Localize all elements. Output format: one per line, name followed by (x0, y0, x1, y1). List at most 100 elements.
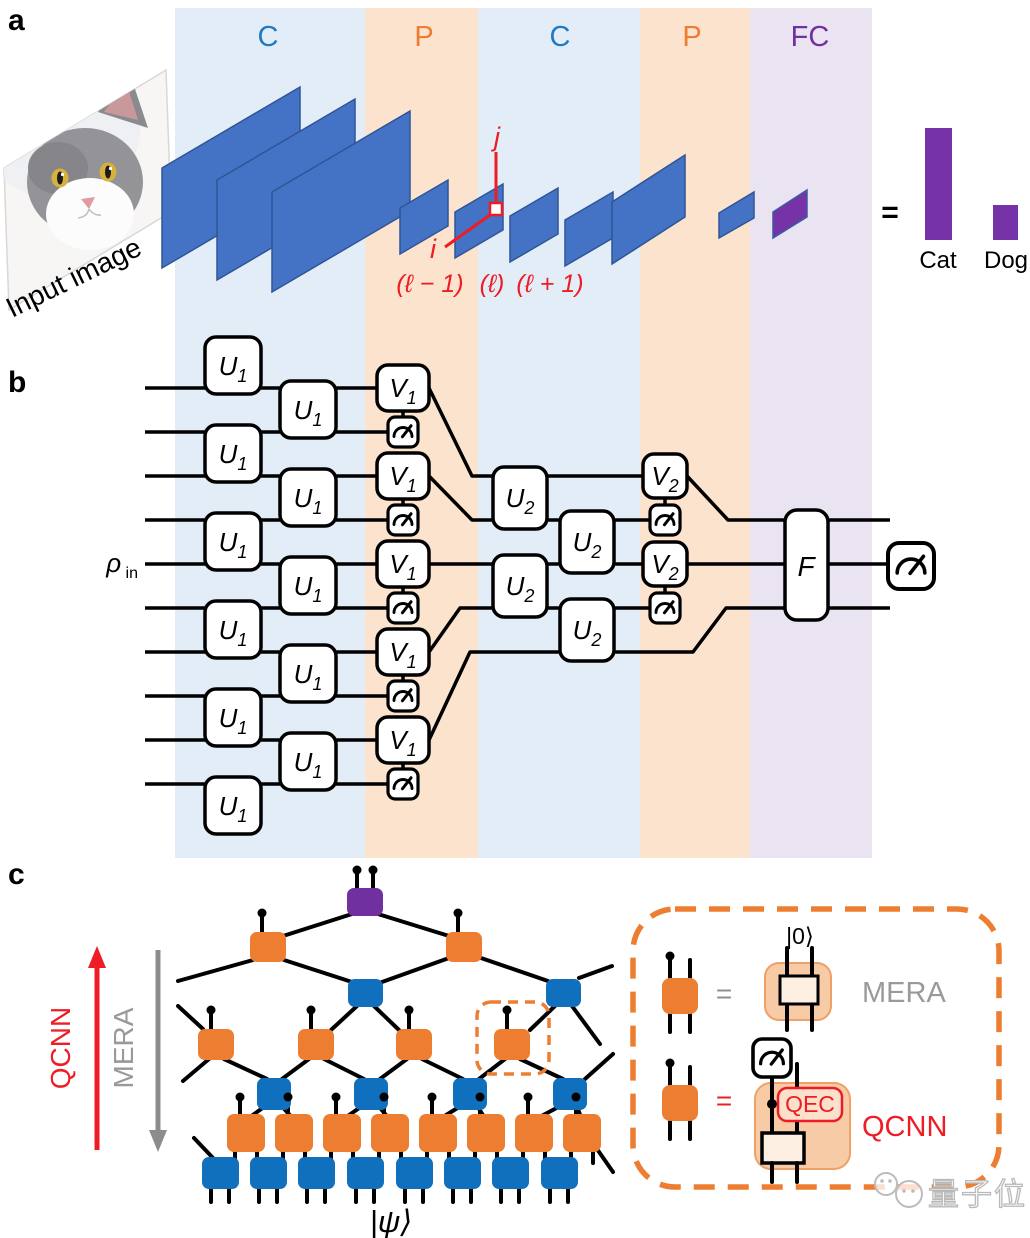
tensor-blue (546, 979, 581, 1007)
svg-text:V1: V1 (389, 725, 416, 760)
panel-letter-a: a (8, 4, 25, 37)
gate-label: U (506, 571, 525, 601)
measurement-icon (386, 503, 420, 537)
annotation-layer-minus: (ℓ − 1) (396, 270, 463, 298)
svg-text:U1: U1 (219, 615, 248, 650)
final-measurement-icon (886, 541, 936, 591)
gate-subscript: 2 (523, 586, 534, 606)
tensor-blue (453, 1078, 487, 1110)
gate-u1: U1 (203, 599, 263, 660)
tensor-leg (518, 1057, 565, 1081)
band-label-c2: C (550, 21, 571, 53)
index-dot (571, 1092, 581, 1102)
feature-maps (161, 85, 808, 294)
gate-u1: U1 (278, 379, 338, 440)
gate-label: U (219, 351, 238, 381)
tensor-orange (494, 1029, 530, 1060)
input-image: Input image (1, 68, 172, 323)
tensor-blue (396, 1157, 433, 1189)
feature-map-fc (772, 188, 808, 240)
gate-label: U (294, 747, 313, 777)
svg-text:V2: V2 (651, 549, 678, 584)
band-label-p1: P (414, 21, 433, 53)
output-bar (925, 128, 952, 240)
gate-subscript: 2 (590, 542, 601, 562)
legend-equals-1: = (716, 978, 732, 1009)
gate-v2: V2 (641, 540, 689, 588)
gate-subscript: 1 (407, 740, 417, 760)
svg-text:U1: U1 (219, 703, 248, 738)
band-fc (750, 8, 872, 858)
gate-subscript: 1 (407, 652, 417, 672)
gate-label: U (219, 527, 238, 557)
index-dot (306, 1005, 316, 1015)
gate-subscript: 1 (407, 388, 417, 408)
gate-u1: U1 (203, 335, 263, 396)
tensor-leg (570, 1004, 602, 1046)
pixel-annotations: j i (ℓ − 1) (ℓ) (ℓ + 1) (396, 122, 583, 298)
legend-row-qcnn: = QEC QCNN (662, 1037, 947, 1184)
svg-text:V1: V1 (389, 373, 416, 408)
tensor-leg (322, 1057, 366, 1081)
gate-label: U (573, 615, 592, 645)
rho-symbol: ρ (105, 548, 121, 578)
gate-v1: V1 (375, 715, 431, 765)
panel-a: Input image j i (ℓ − 1) (ℓ) (ℓ + 1) (1, 68, 1028, 323)
gate-subscript: 2 (523, 498, 534, 518)
tensor-orange (515, 1114, 553, 1152)
svg-text:U1: U1 (219, 791, 248, 826)
tensor-blue (250, 1157, 287, 1189)
gate-label: U (294, 483, 313, 513)
gate-subscript: 1 (312, 762, 322, 782)
gate-v1: V1 (375, 363, 431, 413)
gate-v1: V1 (375, 451, 431, 501)
gate-subscript: 1 (312, 410, 322, 430)
measurement-icon (386, 679, 420, 713)
bar-label-dog: Dog (984, 247, 1028, 274)
feature-map (509, 186, 559, 264)
tensor-orange (396, 1029, 432, 1060)
band-label-c1: C (258, 21, 279, 53)
tensor-blue (348, 979, 383, 1007)
gate-subscript: 1 (237, 718, 247, 738)
svg-text:U1: U1 (219, 439, 248, 474)
orange-tensor-icon (662, 978, 698, 1014)
tensor-leg (372, 1004, 401, 1032)
index-dot (235, 1092, 245, 1102)
gate-subscript: 1 (237, 366, 247, 386)
psi-state-label: |ψ⟩ (370, 1204, 413, 1238)
tensor-leg (222, 1057, 269, 1081)
gate-label: U (294, 659, 313, 689)
tensor-orange (323, 1114, 361, 1152)
qec-box (776, 1086, 844, 1123)
unitary-block (760, 1131, 806, 1165)
svg-text:U2: U2 (573, 527, 602, 562)
tensor-leg (479, 956, 550, 983)
tensor-purple (347, 888, 383, 916)
tensor-leg (378, 1057, 409, 1081)
band-pool2 (640, 8, 750, 858)
gate-v1: V1 (375, 627, 431, 677)
tensor-orange (298, 1029, 334, 1060)
legend-row-mera: = |0⟩ MERA (662, 923, 946, 1034)
gate-label: U (573, 527, 592, 557)
svg-text:U1: U1 (294, 395, 323, 430)
panel-c-mera (88, 865, 615, 1204)
index-dot (283, 1092, 293, 1102)
gate-label: U (294, 571, 313, 601)
gate-u2: U2 (558, 509, 616, 575)
gate-label: V (389, 549, 409, 579)
legend: = |0⟩ MERA = QEC (630, 906, 1002, 1190)
watermark-text: 量子位 (928, 1177, 1027, 1212)
gate-u1: U1 (278, 467, 338, 528)
tensor-blue (553, 1078, 587, 1110)
index-dot (352, 865, 362, 875)
svg-text:U1: U1 (294, 659, 323, 694)
feature-map (399, 178, 449, 256)
circuit-wire (427, 387, 643, 478)
tensor-orange (198, 1029, 234, 1060)
measurement-icon (386, 415, 420, 449)
tensor-leg (420, 1057, 465, 1081)
tensor-leg (477, 1057, 507, 1081)
